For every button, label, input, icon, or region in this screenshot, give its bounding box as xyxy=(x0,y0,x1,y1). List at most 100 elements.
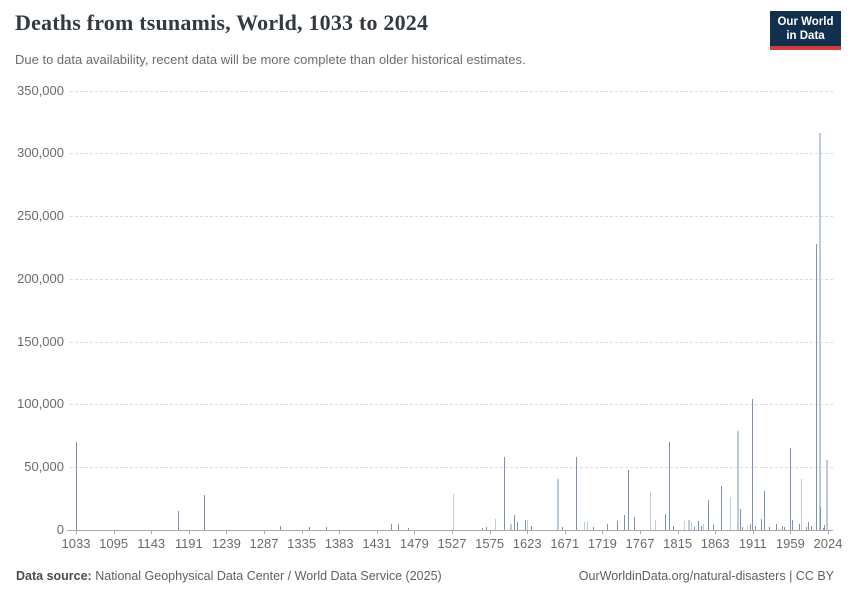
tsunami-spike[interactable] xyxy=(739,508,741,530)
tsunami-spike[interactable] xyxy=(789,448,791,530)
tsunami-spike[interactable] xyxy=(514,514,516,530)
tsunami-spike[interactable] xyxy=(694,526,696,530)
x-axis-tick xyxy=(790,530,792,534)
tsunami-spike[interactable] xyxy=(530,525,532,530)
tsunami-spike[interactable] xyxy=(673,526,675,530)
tsunami-spike[interactable] xyxy=(503,457,505,530)
tsunami-spike[interactable] xyxy=(713,524,715,530)
tsunami-spike[interactable] xyxy=(407,528,409,530)
gridline xyxy=(70,341,833,343)
tsunami-spike[interactable] xyxy=(782,526,784,530)
x-axis-tick-label: 1623 xyxy=(512,536,542,551)
tsunami-spike[interactable] xyxy=(684,521,686,530)
tsunami-spike[interactable] xyxy=(482,528,484,530)
y-axis-tick-label: 150,000 xyxy=(17,333,64,349)
tsunami-spike[interactable] xyxy=(798,523,800,530)
tsunami-spike[interactable] xyxy=(749,523,751,530)
tsunami-spike[interactable] xyxy=(623,514,625,530)
tsunami-spike[interactable] xyxy=(655,519,657,530)
tsunami-spike[interactable] xyxy=(826,459,829,530)
chart-footer: Data source: National Geophysical Data C… xyxy=(16,569,834,583)
x-axis-tick-label: 1287 xyxy=(249,536,279,551)
x-axis-tick xyxy=(828,530,829,534)
tsunami-spike[interactable] xyxy=(805,526,807,530)
tsunami-spike[interactable] xyxy=(700,526,702,530)
tsunami-spike[interactable] xyxy=(607,523,609,530)
tsunami-spike[interactable] xyxy=(279,526,281,530)
page-title: Deaths from tsunamis, World, 1033 to 202… xyxy=(15,10,429,35)
tsunami-spike[interactable] xyxy=(485,527,487,530)
tsunami-spike[interactable] xyxy=(815,243,817,530)
tsunami-spike[interactable] xyxy=(755,526,757,530)
tsunami-spike[interactable] xyxy=(593,527,595,530)
tsunami-spike[interactable] xyxy=(664,513,666,530)
tsunami-spike[interactable] xyxy=(742,527,744,530)
tsunami-spike[interactable] xyxy=(698,520,700,530)
tsunami-spike[interactable] xyxy=(764,491,766,530)
tsunami-spike[interactable] xyxy=(760,518,762,530)
tsunami-spike[interactable] xyxy=(527,519,529,530)
x-axis-tick xyxy=(113,530,115,534)
tsunami-spike[interactable] xyxy=(583,522,585,530)
tsunami-spike[interactable] xyxy=(687,519,690,530)
credit-link[interactable]: OurWorldinData.org/natural-disasters | C… xyxy=(578,569,834,583)
tsunami-spike[interactable] xyxy=(819,506,821,530)
x-axis-tick xyxy=(677,530,679,534)
tsunami-spike[interactable] xyxy=(751,399,753,530)
tsunami-spike[interactable] xyxy=(587,522,589,530)
y-axis-tick-label: 250,000 xyxy=(17,208,64,224)
tsunami-spike[interactable] xyxy=(616,521,618,530)
tsunami-spike[interactable] xyxy=(326,527,328,530)
tsunami-spike[interactable] xyxy=(720,486,722,530)
tsunami-spike[interactable] xyxy=(75,442,77,530)
tsunami-spike[interactable] xyxy=(453,493,455,530)
x-axis-tick xyxy=(264,530,265,534)
tsunami-spike[interactable] xyxy=(178,511,180,530)
gridline xyxy=(70,404,833,406)
tsunami-spike[interactable] xyxy=(746,526,748,530)
x-axis-tick-label: 1033 xyxy=(61,536,91,551)
x-axis-tick xyxy=(226,530,228,534)
x-axis-tick xyxy=(752,530,754,534)
tsunami-spike[interactable] xyxy=(791,519,793,530)
x-axis-tick xyxy=(640,530,641,534)
tsunami-spike[interactable] xyxy=(561,527,563,530)
tsunami-spike[interactable] xyxy=(691,522,693,530)
tsunami-spike[interactable] xyxy=(808,521,810,530)
tsunami-spike[interactable] xyxy=(801,478,803,530)
tsunami-spike[interactable] xyxy=(810,526,812,530)
tsunami-spike[interactable] xyxy=(516,521,518,530)
owid-logo[interactable]: Our World in Data xyxy=(770,11,841,50)
tsunami-spike[interactable] xyxy=(768,527,770,530)
data-source-text: National Geophysical Data Center / World… xyxy=(95,569,442,583)
y-axis-tick-label: 50,000 xyxy=(24,459,64,475)
tsunami-spike[interactable] xyxy=(669,442,671,530)
tsunami-spike[interactable] xyxy=(556,478,559,530)
tsunami-spike[interactable] xyxy=(823,528,825,530)
tsunami-spike[interactable] xyxy=(775,523,777,530)
tsunami-spike[interactable] xyxy=(730,497,732,530)
tsunami-spike[interactable] xyxy=(627,469,629,530)
tsunami-spike[interactable] xyxy=(494,518,496,530)
tsunami-spike[interactable] xyxy=(818,133,821,530)
tsunami-spike[interactable] xyxy=(525,519,527,530)
tsunami-spike[interactable] xyxy=(702,523,704,530)
tsunami-spike[interactable] xyxy=(398,524,400,530)
owid-logo-line2: in Data xyxy=(786,30,825,42)
x-axis-tick-label: 1959 xyxy=(775,536,805,551)
tsunami-spike[interactable] xyxy=(509,523,512,530)
tsunami-spike[interactable] xyxy=(391,523,393,530)
tsunami-spike[interactable] xyxy=(783,527,785,530)
tsunami-spike[interactable] xyxy=(649,492,651,530)
tsunami-spike[interactable] xyxy=(308,526,310,530)
tsunami-spike[interactable] xyxy=(824,524,826,530)
x-axis-tick xyxy=(602,530,604,534)
tsunami-spike[interactable] xyxy=(736,430,739,530)
tsunami-spike[interactable] xyxy=(203,494,205,530)
x-axis-tick-label: 1191 xyxy=(174,536,203,551)
tsunami-spike[interactable] xyxy=(576,457,578,530)
chart-subtitle: Due to data availability, recent data wi… xyxy=(15,52,526,67)
tsunami-spike[interactable] xyxy=(634,517,636,530)
tsunami-spike[interactable] xyxy=(707,499,709,530)
